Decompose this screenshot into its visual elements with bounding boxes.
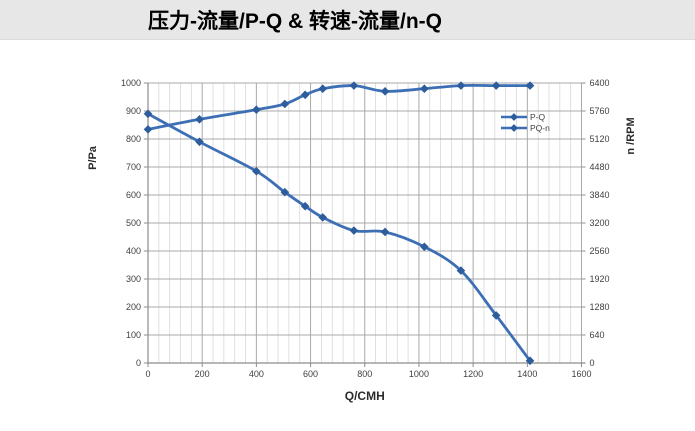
series-marker-p-q [491, 311, 501, 320]
legend-label: PQ-n [530, 123, 550, 133]
tick-label-y-left: 100 [126, 330, 141, 340]
y-axis-right-title: n /RPM [625, 117, 637, 154]
tick-label-x: 0 [145, 369, 150, 379]
tick-label-y-right: 3200 [590, 218, 610, 228]
tick-label-y-left: 600 [126, 190, 141, 200]
tick-label-x: 600 [303, 369, 318, 379]
tick-label-y-left: 700 [126, 162, 141, 172]
y-axis-left-title: P/Pa [87, 145, 99, 170]
chart-svg: 0 100 200 300 400 500 600 700 800 900 1000 0 640 1280… [87, 78, 637, 403]
series-marker-pq-n [491, 81, 501, 90]
tick-label-y-left: 500 [126, 218, 141, 228]
tick-label-x: 800 [357, 369, 372, 379]
series-marker-p-q [252, 166, 261, 176]
series-marker-pq-n [195, 115, 204, 124]
tick-label-x: 1600 [571, 369, 591, 379]
series-marker-p-q [380, 227, 390, 237]
series-marker-p-q [300, 201, 310, 211]
tick-label-x: 400 [249, 369, 264, 379]
legend-marker [510, 124, 518, 132]
legend-marker [510, 113, 518, 121]
tick-label-y-right: 3840 [590, 190, 610, 200]
legend-label: P-Q [530, 112, 546, 122]
series-marker-pq-n [300, 90, 310, 100]
tick-label-x: 1000 [409, 369, 429, 379]
series-marker-pq-n [280, 99, 290, 109]
tick-label-y-right: 2560 [590, 246, 610, 256]
series-marker-pq-n [252, 105, 261, 114]
tick-label-y-right: 0 [590, 358, 595, 368]
tick-label-y-left: 400 [126, 246, 141, 256]
series-marker-pq-n [318, 84, 328, 93]
chart-area: 0 100 200 300 400 500 600 700 800 900 1000 0 640 1280… [0, 40, 695, 430]
tick-label-y-right: 5120 [590, 134, 610, 144]
tick-label-y-left: 900 [126, 106, 141, 116]
series-marker-p-q [318, 213, 328, 222]
series-marker-p-q [420, 242, 429, 252]
series-marker-pq-n [525, 81, 535, 90]
series-marker-p-q [456, 266, 466, 275]
tick-label-x: 200 [195, 369, 210, 379]
series-marker-pq-n [456, 81, 466, 90]
tick-label-y-right: 1920 [590, 274, 610, 284]
tick-label-y-right: 6400 [590, 78, 610, 88]
series-marker-pq-n [420, 84, 429, 93]
x-axis-title: Q/CMH [345, 389, 385, 403]
tick-label-x: 1200 [463, 369, 483, 379]
tick-label-y-left: 1000 [121, 78, 141, 88]
tick-label-y-right: 1280 [590, 302, 610, 312]
tick-label-y-left: 0 [136, 358, 141, 368]
series-marker-p-q [143, 109, 153, 119]
tick-label-y-left: 800 [126, 134, 141, 144]
series-line-p-q [146, 112, 532, 363]
chart-title-band: 压力-流量/P-Q & 转速-流量/n-Q [0, 0, 695, 40]
series-marker-p-q [280, 187, 290, 197]
tick-label-y-left: 200 [126, 302, 141, 312]
tick-label-y-right: 5760 [590, 106, 610, 116]
tick-label-y-left: 300 [126, 274, 141, 284]
series-marker-p-q [349, 226, 359, 235]
tick-label-x: 1400 [517, 369, 537, 379]
series-marker-pq-n [143, 125, 153, 134]
tick-label-y-right: 640 [590, 330, 605, 340]
tick-label-y-right: 4480 [590, 162, 610, 172]
series-marker-p-q [525, 356, 535, 366]
series-marker-p-q [195, 137, 204, 147]
series-marker-pq-n [349, 81, 359, 90]
series-marker-pq-n [380, 87, 390, 96]
chart-title: 压力-流量/P-Q & 转速-流量/n-Q [148, 9, 442, 33]
